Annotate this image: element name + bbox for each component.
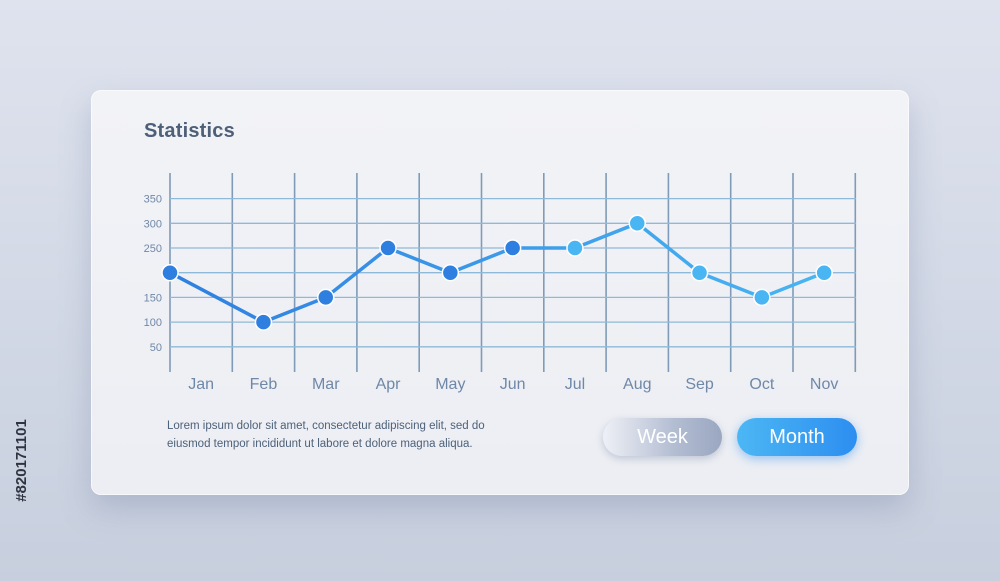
data-point bbox=[690, 263, 709, 282]
x-tick-label: Apr bbox=[376, 376, 402, 393]
x-tick-label: Jan bbox=[188, 376, 214, 393]
data-point bbox=[161, 263, 179, 282]
data-point bbox=[379, 239, 397, 257]
data-point bbox=[628, 214, 646, 233]
data-point bbox=[503, 239, 522, 257]
y-tick-label: 100 bbox=[144, 317, 162, 329]
chart-description: Lorem ipsum dolor sit amet, consectetur … bbox=[167, 420, 485, 450]
data-point bbox=[566, 239, 584, 257]
x-tick-label: Nov bbox=[810, 376, 838, 393]
x-tick-label: Jun bbox=[500, 376, 526, 393]
y-tick-label: 150 bbox=[144, 292, 162, 304]
x-tick-label: Mar bbox=[312, 376, 340, 393]
data-point bbox=[815, 263, 833, 282]
month-button-label: Month bbox=[769, 425, 825, 448]
y-tick-label: 350 bbox=[144, 194, 162, 206]
month-button[interactable]: Month bbox=[737, 418, 857, 456]
x-tick-label: Sep bbox=[685, 376, 714, 393]
week-button-label: Week bbox=[637, 425, 688, 448]
y-tick-label: 50 bbox=[150, 342, 162, 354]
data-point bbox=[753, 288, 771, 307]
week-button[interactable]: Week bbox=[603, 418, 722, 456]
y-tick-label: 250 bbox=[144, 243, 162, 255]
y-tick-label: 300 bbox=[144, 218, 162, 230]
stock-id-label: #820171101 bbox=[12, 418, 30, 502]
x-tick-label: May bbox=[435, 376, 465, 393]
data-point bbox=[317, 288, 335, 307]
x-tick-label: Oct bbox=[749, 376, 774, 393]
data-point bbox=[441, 263, 460, 282]
data-point bbox=[254, 313, 273, 331]
stock-id-watermark: #820171101 bbox=[6, 360, 36, 560]
x-tick-label: Aug bbox=[623, 376, 651, 393]
x-tick-label: Jul bbox=[565, 376, 585, 393]
chart-title: Statistics bbox=[144, 120, 235, 142]
x-tick-label: Feb bbox=[250, 376, 278, 393]
